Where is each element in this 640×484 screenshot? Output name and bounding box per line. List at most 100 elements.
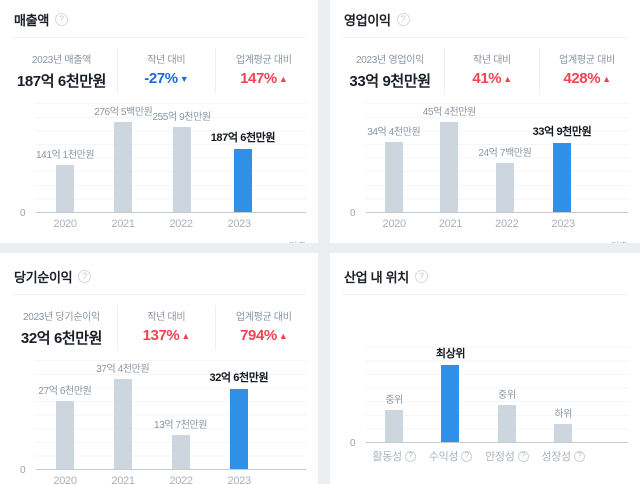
stat-block: 2023년 영업이익 33억 9천만원 [336,48,444,93]
x-axis-label: 2020 [36,218,94,230]
plot-area: 0 34억 4천만원 45억 4천만원 24억 7백만원 33억 9천만원 [350,103,628,219]
bar-slot: 34억 4천만원 [366,103,422,212]
x-axis-labels: 2020 2021 2022 2023 [366,218,591,230]
stat-label: 2023년 매출액 [31,55,92,66]
chart-bar [56,165,75,212]
axis-zero-label: 0 [350,438,356,449]
chart-bar [440,122,459,212]
arrow-up-icon: ▲ [602,74,611,84]
x-axis-labels: 2020 2021 2022 2023 [36,475,268,484]
stat-block: 2023년 매출액 187억 6천만원 [6,48,117,93]
bar-value-label: 하위 [554,409,572,420]
bar-slot: 32억 6천만원 [209,360,269,469]
industry-position-bar-chart: 0 중위 최상위 중위 하위 활동성? 수익성? 안정성? 성장성? [350,345,628,464]
x-axis-label: 2021 [94,218,152,230]
x-axis-label: 2022 [152,475,210,484]
panel-revenue: 매출액 ? 2023년 매출액 187억 6천만원 작년 대비 -27% ▼ 업계평균 대… [0,0,318,243]
panel-title-operating-profit: 영업이익 [344,13,391,28]
axis-zero-label: 0 [350,208,356,219]
help-icon[interactable]: ? [517,450,529,462]
bar-value-label: 141억 1천만원 [36,150,95,161]
help-icon[interactable]: ? [573,450,585,462]
chart-bar [554,424,573,442]
chart-bar [233,149,252,212]
x-axis-label-text: 2021 [111,475,135,484]
stats-row: 2023년 당기순이익 32억 6천만원 작년 대비 137% ▲ 업계평균 대비 794%… [0,295,318,354]
help-icon[interactable]: ? [54,13,68,26]
bar-slot: 187억 6천만원 [210,103,276,212]
bar-slot: 중위 [366,345,422,442]
x-axis-label-text: 안정성 [485,451,515,463]
bar-value-label: 33억 9천만원 [532,126,592,138]
x-axis-label: 2021 [422,218,478,230]
divider [342,294,628,295]
stat-block: 작년 대비 137% ▲ [116,305,215,350]
x-axis-label-text: 2023 [227,475,252,484]
chart-bar [385,410,404,442]
bar-value-label: 34억 4천만원 [367,127,421,138]
panel-header: 당기순이익 ? [0,253,318,294]
x-axis-label-text: 2022 [495,218,519,230]
plot-area: 0 141억 1천만원 276억 5백만원 255억 9천만원 187억 6천만원 [20,103,306,219]
arrow-up-icon: ▲ [278,331,288,341]
revenue-bar-chart: 0 141억 1천만원 276억 5백만원 255억 9천만원 187억 6천만원 2… [20,103,306,230]
x-axis-label: 2021 [94,475,152,484]
help-icon[interactable]: ? [404,450,416,462]
arrow-up-icon: ▲ [181,331,190,341]
bar-value-label: 32억 6천만원 [209,372,269,384]
x-axis-label-text: 수익성 [428,451,459,463]
chart-bar [55,401,74,469]
panel-header: 영업이익 ? [330,0,640,37]
stat-label: 작년 대비 [147,312,186,323]
bars-group: 27억 6천만원 37억 4천만원 13억 7천만원 32억 6천만원 [36,360,269,469]
x-axis-label: 2023 [210,475,268,484]
chart-bar [172,127,191,212]
x-axis-label-text: 2022 [169,218,193,230]
stat-block: 작년 대비 -27% ▼ [116,48,215,93]
bars-group: 141억 1천만원 276억 5백만원 255억 9천만원 187억 6천만원 [36,103,276,212]
chart-bar [114,122,133,212]
bar-slot: 하위 [535,345,591,442]
divider [12,294,306,295]
help-icon[interactable]: ? [78,270,92,283]
x-axis-label-text: 활동성 [372,451,402,463]
bar-slot: 13억 7천만원 [152,360,210,469]
stat-value: 428% ▲ [563,70,611,87]
x-axis-label-text: 2023 [227,218,252,230]
x-axis-labels: 2020 2021 2022 2023 [36,218,268,230]
plot-area: 0 중위 최상위 중위 하위 [350,345,628,449]
help-icon[interactable]: ? [461,450,473,462]
bar-slot: 37억 4천만원 [94,360,152,469]
chart-footnote: 2023.12기준 [330,238,628,243]
x-axis-label: 2022 [479,218,535,230]
panel-title-net-income: 당기순이익 [14,270,73,285]
panel-header: 매출액 ? [0,0,318,37]
x-axis-label-text: 2020 [53,218,77,230]
help-icon[interactable]: ? [396,13,410,26]
stat-value: 147% ▲ [240,70,288,87]
chart-bar [495,163,514,212]
arrow-up-icon: ▲ [278,74,288,84]
help-icon[interactable]: ? [414,270,428,283]
x-axis-label: 활동성? [366,448,422,464]
stats-row: 2023년 영업이익 33억 9천만원 작년 대비 41% ▲ 업계평균 대비 428% ▲ [330,38,640,97]
bar-value-label: 187억 6천만원 [210,132,276,144]
x-axis-label-text: 2022 [169,475,193,484]
stat-label: 작년 대비 [473,55,512,66]
x-axis-label-text: 2021 [438,218,463,230]
bar-value-label: 27억 6천만원 [38,386,92,397]
stat-value: 187억 6천만원 [16,73,107,90]
bar-slot: 141억 1천만원 [36,103,95,212]
x-axis-label: 2020 [366,218,422,230]
x-axis-label: 2020 [36,475,94,484]
chart-bar [229,389,248,469]
bar-value-label: 255억 9천만원 [152,112,211,123]
chart-bar [113,379,132,469]
bar-slot: 중위 [479,345,535,442]
chart-bar [497,405,516,442]
axis-zero-label: 0 [20,208,26,219]
x-axis-label: 안정성? [479,448,535,464]
x-axis-label-text: 2021 [111,218,135,230]
bar-slot: 33억 9천만원 [533,103,592,212]
